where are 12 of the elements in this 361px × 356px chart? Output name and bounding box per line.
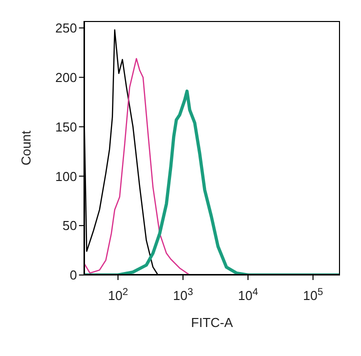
y-axis-title: Count bbox=[18, 130, 34, 166]
x-tick-label: 10$^{5}$ bbox=[303, 286, 324, 303]
y-tick-label: 100 bbox=[55, 168, 77, 184]
y-tick-label: 150 bbox=[55, 119, 77, 134]
x-axis-title: FITC-A bbox=[191, 315, 234, 330]
x-tick-label: 10$^{2}$ bbox=[108, 286, 128, 303]
x-tick-label: 10$^{3}$ bbox=[172, 286, 194, 303]
y-tick-label: 50 bbox=[62, 218, 77, 234]
y-tick-label: 0 bbox=[70, 268, 77, 283]
x-tick-label: 10$^{4}$ bbox=[238, 286, 258, 303]
y-tick-label: 250 bbox=[55, 20, 77, 36]
y-tick-label: 200 bbox=[55, 70, 77, 85]
